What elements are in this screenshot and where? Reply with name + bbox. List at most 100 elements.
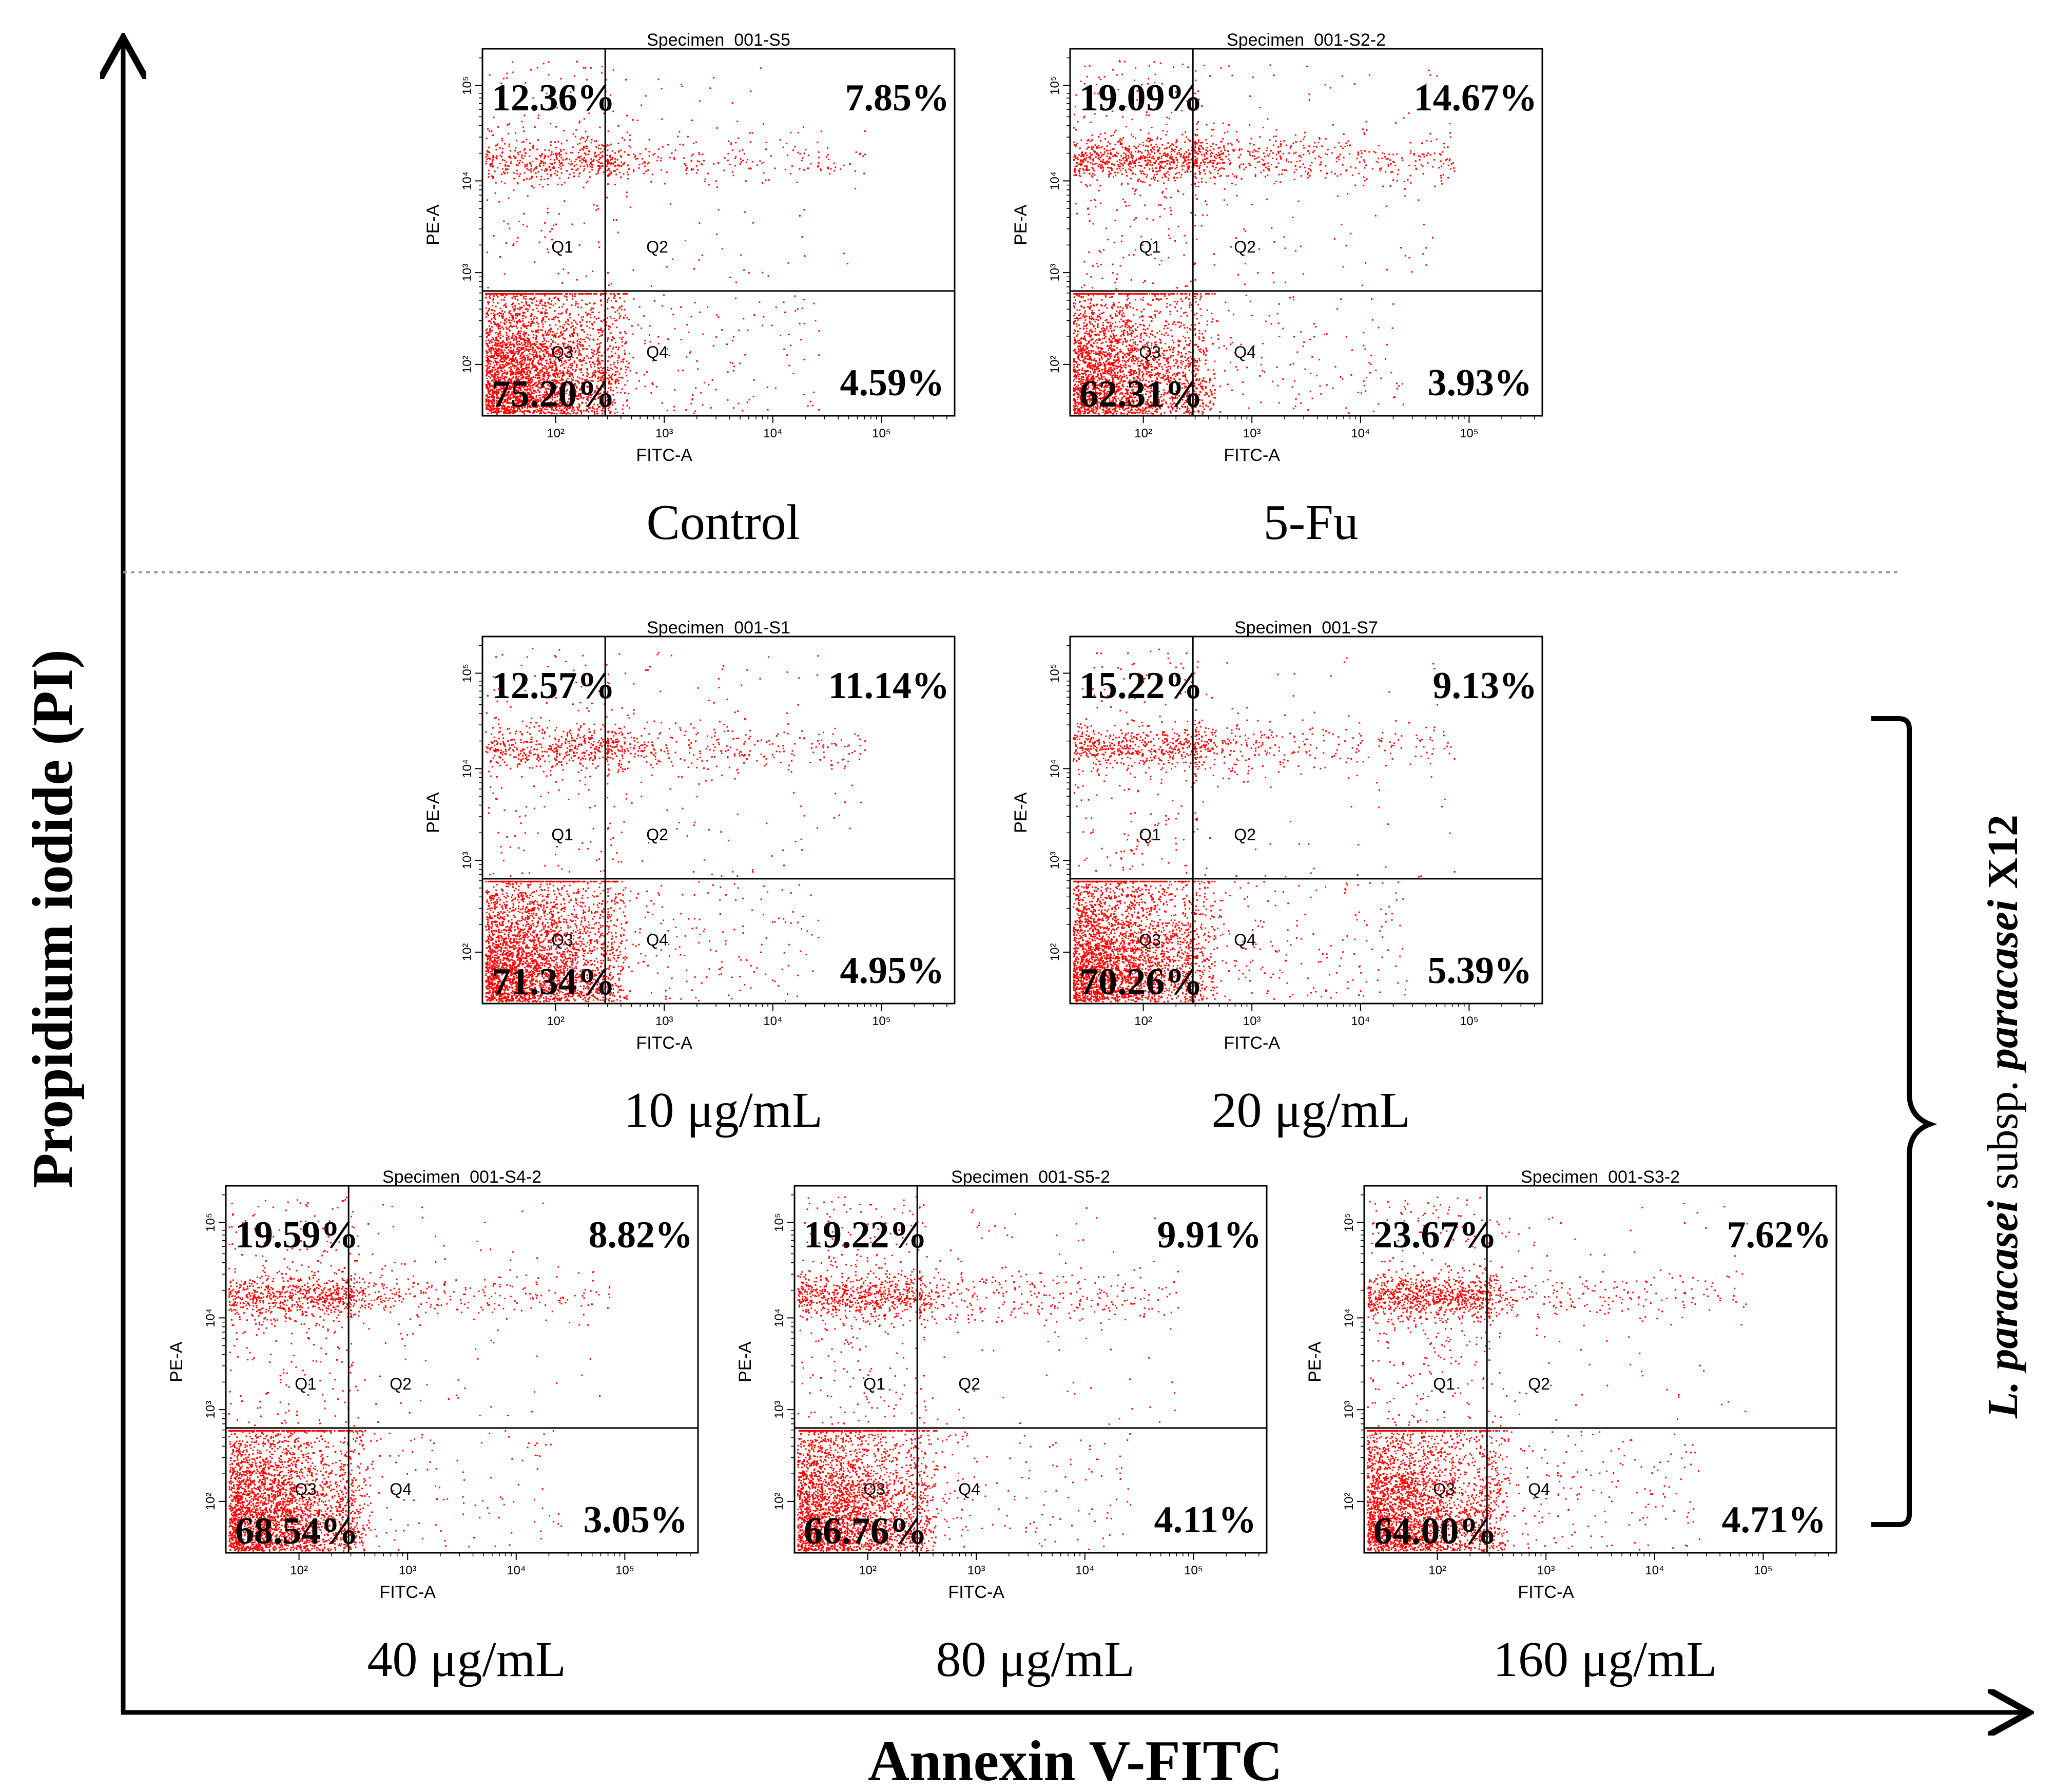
q4-percentage: 4.59% [840, 362, 945, 404]
q3-percentage: 66.76% [804, 1510, 927, 1552]
y-axis-title: Propidium iodide (PI) [21, 649, 85, 1188]
y-tick-label: 10² [460, 943, 474, 961]
quadrant-label-q1: Q1 [551, 238, 573, 256]
x-tick-label: 10⁴ [763, 1014, 782, 1028]
quadrant-label-q4: Q4 [646, 931, 668, 949]
x-tick-label: 10² [1134, 1014, 1152, 1028]
y-tick-label: 10² [772, 1493, 786, 1511]
x-tick-label: 10⁴ [507, 1564, 526, 1577]
x-axis-label: FITC-A [636, 1033, 692, 1053]
q2-percentage: 7.62% [1727, 1214, 1832, 1256]
x-tick-label: 10² [1134, 427, 1152, 440]
q4-percentage: 5.39% [1428, 950, 1533, 992]
y-axis-label: PE-A [1305, 1341, 1325, 1382]
scatter-dots [1367, 1197, 1748, 1552]
x-tick-label: 10³ [655, 1014, 673, 1028]
panel-title: Specimen_001-S1 [647, 618, 790, 638]
quadrant-label-q3: Q3 [1139, 343, 1161, 361]
y-tick-label: 10⁴ [460, 759, 474, 778]
quadrant-label-q4: Q4 [646, 343, 668, 361]
scatter-dots [228, 1197, 611, 1552]
y-tick-label: 10² [1342, 1493, 1356, 1511]
x-tick-label: 10⁵ [1184, 1564, 1203, 1577]
q2-percentage: 8.82% [589, 1214, 693, 1256]
x-tick-label: 10³ [1243, 427, 1261, 440]
y-tick-label: 10³ [204, 1401, 218, 1419]
panel-title: Specimen_001-S7 [1234, 618, 1378, 638]
y-tick-label: 10³ [772, 1401, 786, 1419]
q2-percentage: 7.85% [845, 77, 950, 119]
cytometry-panel: Specimen_001-S7 10² 10³ 10⁴ 10⁵ 10² 10³ 10⁴ 10⁵ F… [1011, 618, 1543, 1138]
panel-title: Specimen_001-S4-2 [382, 1167, 541, 1187]
y-tick-label: 10⁵ [1048, 664, 1062, 683]
y-axis-label: PE-A [1011, 792, 1031, 833]
x-axis-label: FITC-A [948, 1583, 1004, 1602]
x-tick-label: 10⁵ [1460, 1014, 1479, 1028]
q3-percentage: 68.54% [235, 1510, 359, 1552]
x-axis-title: Annexin V-FITC [868, 1729, 1283, 1792]
plot-frame [1069, 635, 1543, 1005]
x-tick-label: 10⁴ [1351, 1014, 1370, 1028]
plot-frame [1069, 48, 1543, 417]
x-tick-label: 10⁴ [1351, 427, 1370, 440]
bracket-label: L. paracasei subsp. paracasei X12 [1979, 815, 2027, 1419]
cytometry-panel: Specimen_001-S2-2 10² 10³ 10⁴ 10⁵ 10² 10³ 10⁴ 10… [1011, 30, 1543, 550]
y-tick-label: 10³ [460, 852, 474, 870]
quadrant-label-q4: Q4 [1234, 343, 1256, 361]
quadrant-label-q1: Q1 [1139, 825, 1161, 844]
y-tick-label: 10⁴ [772, 1308, 786, 1327]
y-tick-label: 10⁵ [1342, 1213, 1356, 1232]
q2-percentage: 9.91% [1157, 1214, 1262, 1256]
y-tick-label: 10³ [460, 264, 474, 282]
y-tick-label: 10⁵ [460, 76, 474, 95]
quadrant-label-q2: Q2 [1234, 825, 1256, 844]
x-axis-label: FITC-A [636, 446, 692, 465]
quadrant-label-q1: Q1 [295, 1375, 317, 1393]
quadrant-label-q3: Q3 [1433, 1480, 1455, 1498]
quadrant-label-q2: Q2 [1528, 1375, 1550, 1393]
quadrant-label-q1: Q1 [1139, 238, 1161, 256]
quadrant-label-q3: Q3 [551, 931, 573, 949]
panel-title: Specimen_001-S5 [647, 30, 790, 50]
y-tick-label: 10⁴ [1342, 1308, 1356, 1327]
cytometry-panel: Specimen_001-S4-2 10² 10³ 10⁴ 10⁵ 10² 10³ 10⁴ 10… [167, 1167, 699, 1687]
y-tick-label: 10² [1048, 943, 1062, 961]
quadrant-label-q1: Q1 [1433, 1375, 1455, 1393]
scatter-dots [1073, 60, 1456, 415]
q4-percentage: 3.05% [584, 1499, 688, 1541]
y-tick-label: 10⁴ [204, 1308, 218, 1327]
x-tick-label: 10³ [1243, 1014, 1261, 1028]
q3-percentage: 70.26% [1079, 961, 1203, 1003]
scatter-dots [485, 61, 866, 415]
quadrant-label-q2: Q2 [390, 1375, 412, 1393]
q1-percentage: 23.67% [1373, 1214, 1497, 1256]
x-axis-label: FITC-A [1224, 1033, 1280, 1053]
panel-caption: 80 μg/mL [936, 1632, 1135, 1687]
y-tick-label: 10² [1048, 356, 1062, 374]
q1-percentage: 19.09% [1079, 77, 1203, 119]
plot-frame [225, 1185, 699, 1554]
q3-percentage: 71.34% [492, 961, 615, 1003]
q1-percentage: 12.57% [492, 665, 615, 707]
x-tick-label: 10³ [399, 1564, 417, 1577]
y-tick-label: 10⁴ [1048, 171, 1062, 190]
y-tick-label: 10² [204, 1493, 218, 1511]
y-tick-label: 10⁴ [460, 171, 474, 190]
x-tick-label: 10⁴ [1645, 1564, 1664, 1577]
panel-caption: 40 μg/mL [367, 1632, 566, 1687]
x-tick-label: 10³ [1537, 1564, 1555, 1577]
x-tick-label: 10⁴ [1075, 1564, 1094, 1577]
plot-frame [481, 635, 956, 1005]
x-tick-label: 10⁵ [1460, 427, 1479, 440]
y-tick-label: 10³ [1048, 852, 1062, 870]
q1-percentage: 19.59% [235, 1214, 359, 1256]
quadrant-label-q4: Q4 [1234, 931, 1256, 949]
quadrant-label-q3: Q3 [863, 1480, 885, 1498]
plot-frame [1363, 1185, 1837, 1554]
quadrant-label-q4: Q4 [1528, 1480, 1550, 1498]
panel-title: Specimen_001-S3-2 [1521, 1167, 1680, 1187]
q3-percentage: 75.20% [492, 373, 615, 415]
quadrant-label-q4: Q4 [390, 1480, 412, 1498]
y-tick-label: 10⁵ [1048, 76, 1062, 95]
